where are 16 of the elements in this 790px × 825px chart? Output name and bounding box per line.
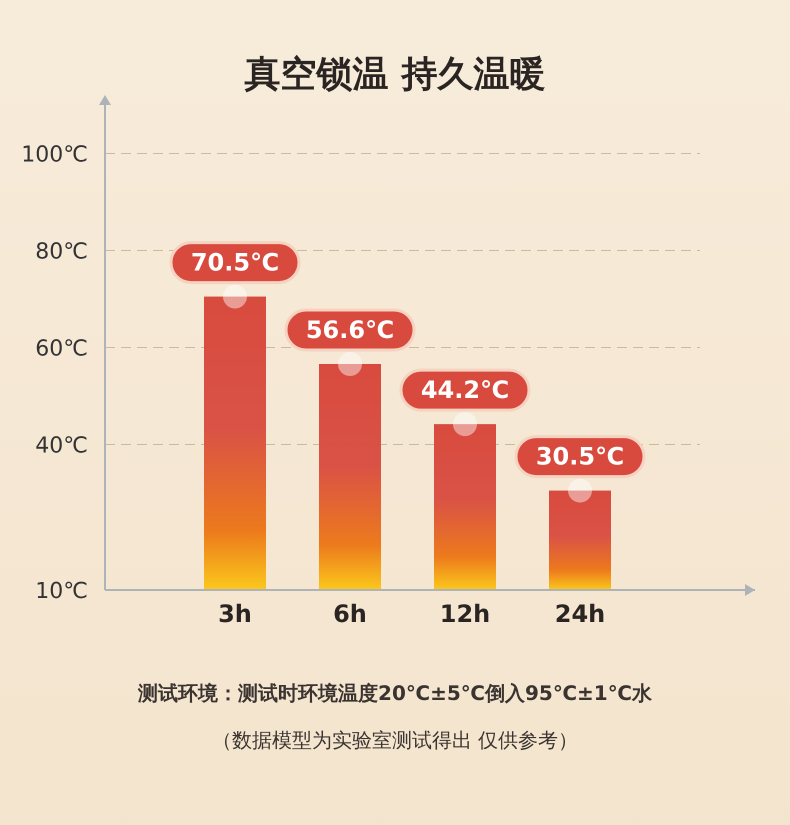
- text: （数据模型为实验室测试得出 仅供参考）: [212, 728, 578, 752]
- x-tick-label: 3h: [218, 600, 252, 628]
- data-label: 30.5℃: [536, 442, 624, 471]
- y-tick-label: 100℃: [21, 142, 88, 168]
- x-tick-label: 6h: [333, 600, 367, 628]
- data-label: 70.5℃: [190, 248, 280, 277]
- y-tick-label: 80℃: [35, 240, 88, 264]
- data-label: 44.2℃: [420, 376, 510, 404]
- y-tick-label: 60℃: [35, 336, 88, 362]
- x-tick-label: 24h: [554, 600, 606, 628]
- x-tick-label: 12h: [440, 600, 490, 628]
- y-tick-label: 40℃: [35, 434, 88, 458]
- text: 测试环境：测试时环境温度20℃±5℃倒入95℃±1℃水: [137, 681, 653, 705]
- chart-title: 真空锁温 持久温暖: [244, 54, 546, 95]
- data-label: 56.6℃: [306, 316, 394, 344]
- y-tick-label: 10℃: [35, 579, 88, 604]
